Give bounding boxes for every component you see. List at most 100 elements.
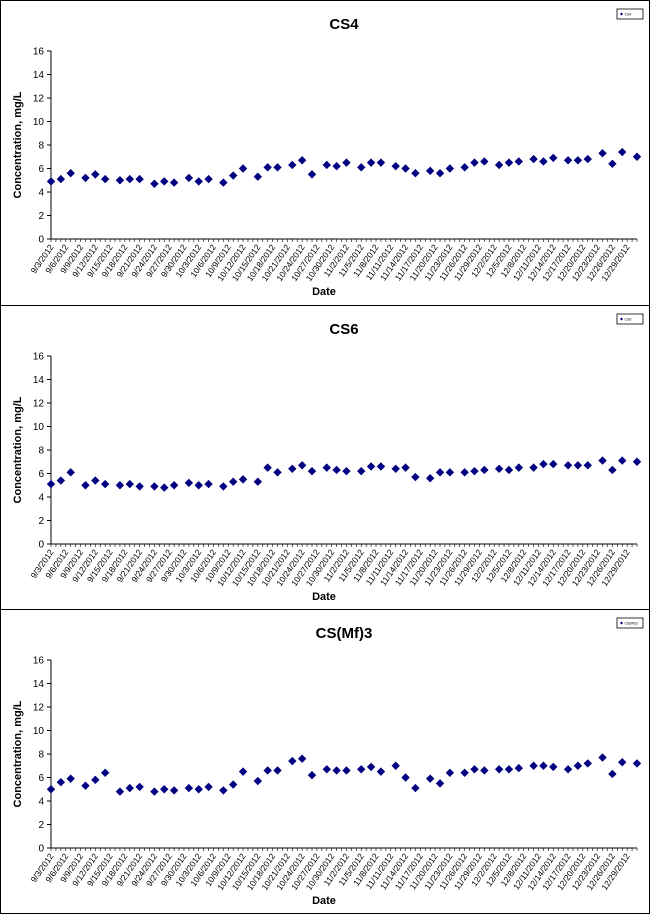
legend-box bbox=[616, 8, 644, 20]
data-point bbox=[307, 170, 317, 179]
data-point bbox=[100, 479, 110, 489]
y-tick-label: 4 bbox=[38, 797, 44, 808]
data-point bbox=[169, 481, 179, 490]
y-tick-label: 10 bbox=[33, 117, 45, 128]
data-point bbox=[238, 475, 248, 484]
legend-label: CS(Mf)3 bbox=[625, 622, 638, 626]
y-tick-label: 16 bbox=[33, 656, 45, 667]
y-tick-label: 2 bbox=[38, 820, 44, 831]
data-point bbox=[115, 176, 125, 185]
data-point bbox=[376, 462, 386, 471]
data-point bbox=[435, 468, 445, 477]
data-point bbox=[411, 783, 420, 793]
y-axis-label: Concentration, mg/L bbox=[12, 91, 24, 198]
data-point bbox=[357, 163, 366, 172]
data-point bbox=[573, 156, 583, 165]
data-point bbox=[288, 464, 297, 473]
data-point bbox=[539, 761, 548, 770]
data-point bbox=[219, 482, 228, 491]
data-point bbox=[460, 163, 469, 172]
data-point bbox=[229, 780, 238, 789]
y-tick-label: 0 bbox=[38, 844, 44, 855]
data-point bbox=[125, 479, 134, 489]
y-tick-label: 0 bbox=[38, 235, 44, 246]
chart-svg-csmf3: CS(Mf)3 CS(Mf)3 0 2 4 6 8 10 12 14 16 Concentration… bbox=[12, 617, 644, 907]
y-axis-label: Concentration, mg/L bbox=[12, 396, 24, 503]
data-point bbox=[539, 157, 548, 166]
legend-marker bbox=[620, 12, 623, 16]
y-tick-label: 10 bbox=[33, 422, 45, 433]
data-point bbox=[618, 147, 627, 157]
data-point bbox=[66, 774, 75, 783]
data-point bbox=[504, 158, 514, 167]
data-point bbox=[470, 765, 479, 774]
data-point bbox=[307, 466, 317, 476]
chart-title: CS6 bbox=[329, 321, 358, 338]
data-point bbox=[435, 169, 445, 178]
y-tick-label: 10 bbox=[33, 726, 45, 737]
data-point bbox=[514, 157, 524, 166]
legend-label: CS6 bbox=[625, 318, 632, 322]
data-point bbox=[549, 762, 558, 772]
data-point bbox=[573, 761, 583, 770]
data-point bbox=[169, 178, 179, 187]
data-point bbox=[549, 153, 558, 163]
data-point bbox=[194, 481, 203, 490]
legend-box bbox=[616, 617, 644, 629]
data-point bbox=[66, 468, 75, 477]
data-point bbox=[342, 466, 351, 476]
data-point bbox=[563, 765, 573, 774]
data-point bbox=[366, 158, 376, 167]
data-point bbox=[514, 463, 524, 472]
data-point bbox=[583, 461, 592, 470]
data-point bbox=[91, 775, 100, 785]
data-point bbox=[632, 152, 642, 161]
legend-box bbox=[616, 313, 644, 325]
data-point bbox=[460, 768, 469, 777]
data-point bbox=[219, 786, 228, 795]
data-point bbox=[273, 468, 282, 477]
y-tick-label: 8 bbox=[38, 750, 44, 761]
data-point bbox=[480, 766, 489, 775]
data-point bbox=[263, 163, 272, 172]
y-tick-label: 14 bbox=[33, 70, 45, 81]
data-point bbox=[115, 787, 125, 796]
data-point bbox=[184, 173, 194, 183]
data-point bbox=[91, 170, 100, 179]
legend-label: CS4 bbox=[625, 13, 632, 17]
x-axis-label: Date bbox=[312, 895, 336, 907]
data-point bbox=[194, 177, 203, 186]
data-point bbox=[322, 160, 331, 170]
y-tick-label: 6 bbox=[38, 164, 44, 175]
data-point bbox=[460, 468, 469, 477]
data-point bbox=[56, 778, 66, 787]
y-tick-label: 14 bbox=[33, 679, 45, 690]
data-point bbox=[342, 766, 351, 775]
data-point bbox=[332, 161, 341, 171]
data-point bbox=[435, 779, 445, 788]
y-tick-label: 14 bbox=[33, 375, 45, 386]
data-point bbox=[253, 477, 263, 486]
data-point bbox=[608, 769, 617, 779]
data-point bbox=[46, 785, 56, 794]
data-point bbox=[470, 466, 479, 476]
chart-title: CS4 bbox=[329, 16, 359, 33]
data-point bbox=[253, 776, 263, 786]
chart-panel-cs4: CS4 CS4 0 2 4 6 8 10 12 14 16 Concentration, mg/L 9/… bbox=[0, 0, 650, 306]
data-point bbox=[494, 464, 504, 473]
data-point bbox=[125, 783, 134, 793]
data-point bbox=[504, 765, 514, 774]
data-point bbox=[632, 759, 642, 768]
data-point bbox=[494, 765, 504, 774]
data-point bbox=[194, 785, 203, 794]
data-point bbox=[445, 468, 455, 477]
data-point bbox=[332, 766, 341, 775]
data-point bbox=[125, 174, 134, 184]
data-point bbox=[332, 465, 341, 475]
data-point bbox=[135, 482, 144, 491]
data-point bbox=[204, 479, 213, 489]
y-tick-label: 12 bbox=[33, 703, 45, 714]
y-tick-label: 0 bbox=[38, 540, 44, 551]
legend: CS6 bbox=[616, 313, 644, 325]
data-point bbox=[391, 161, 400, 171]
